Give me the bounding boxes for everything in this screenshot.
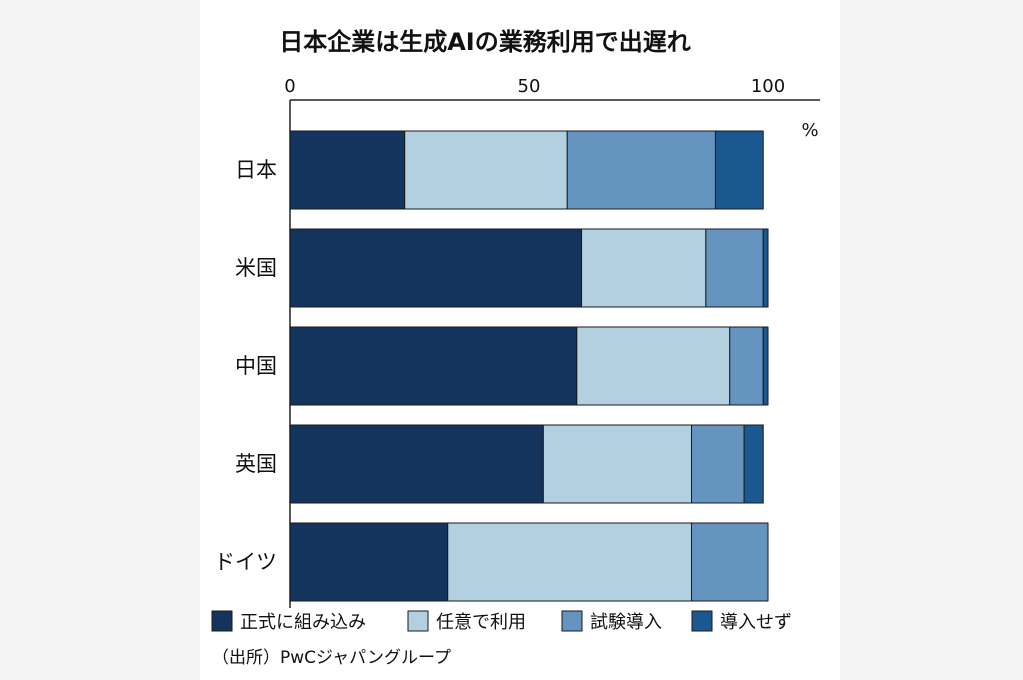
- bar-segment: [289, 326, 578, 406]
- chart-title: 日本企業は生成AIの業務利用で出遅れ: [279, 28, 691, 56]
- bar-segment: [576, 326, 731, 406]
- bar-segment: [743, 424, 764, 504]
- category-label: 日本: [235, 158, 277, 182]
- bar-segment: [289, 424, 544, 504]
- legend-swatch: [561, 610, 583, 632]
- bar-segment: [705, 228, 764, 308]
- x-tick-label: 50: [518, 76, 541, 97]
- legend-swatch: [407, 610, 429, 632]
- tick-labels: 0 50 100: [284, 76, 785, 97]
- chart-card: 日本企業は生成AIの業務利用で出遅れ % 0 50 100 日本 米国 中国 英国 ドイツ …: [200, 0, 840, 680]
- bar-segment: [289, 130, 406, 210]
- bar-segment: [691, 522, 769, 602]
- legend-label: 導入せず: [720, 612, 792, 633]
- legend-swatch: [211, 610, 233, 632]
- category-label: 米国: [235, 256, 277, 280]
- bar-segment: [729, 326, 764, 406]
- bar-segment: [691, 424, 745, 504]
- stacked-bar-chart: 日本企業は生成AIの業務利用で出遅れ % 0 50 100 日本米国中国英国ドイツ …: [211, 28, 820, 668]
- legend: 正式に組み込み 任意で利用 試験導入 導入せず: [211, 610, 792, 633]
- source-note: （出所）PwCジャパングループ: [212, 648, 451, 668]
- legend-label: 任意で利用: [436, 612, 526, 633]
- bar-segment: [447, 522, 693, 602]
- category-label: 英国: [235, 452, 277, 476]
- unit-label: %: [801, 120, 818, 141]
- bar-segment: [542, 424, 693, 504]
- bar-segment: [762, 326, 769, 406]
- x-tick-label: 0: [284, 76, 295, 97]
- bar-segment: [289, 522, 449, 602]
- bars: [289, 130, 769, 602]
- bar-segment: [289, 228, 583, 308]
- legend-label: 正式に組み込み: [240, 612, 366, 633]
- bar-segment: [566, 130, 716, 210]
- category-label: 中国: [235, 354, 277, 378]
- legend-swatch: [691, 610, 713, 632]
- bar-segment: [581, 228, 707, 308]
- category-label: ドイツ: [214, 550, 277, 574]
- bar-segment: [404, 130, 568, 210]
- bar-segment: [714, 130, 764, 210]
- bar-segment: [762, 228, 769, 308]
- x-tick-label: 100: [751, 76, 785, 97]
- legend-label: 試験導入: [590, 612, 662, 633]
